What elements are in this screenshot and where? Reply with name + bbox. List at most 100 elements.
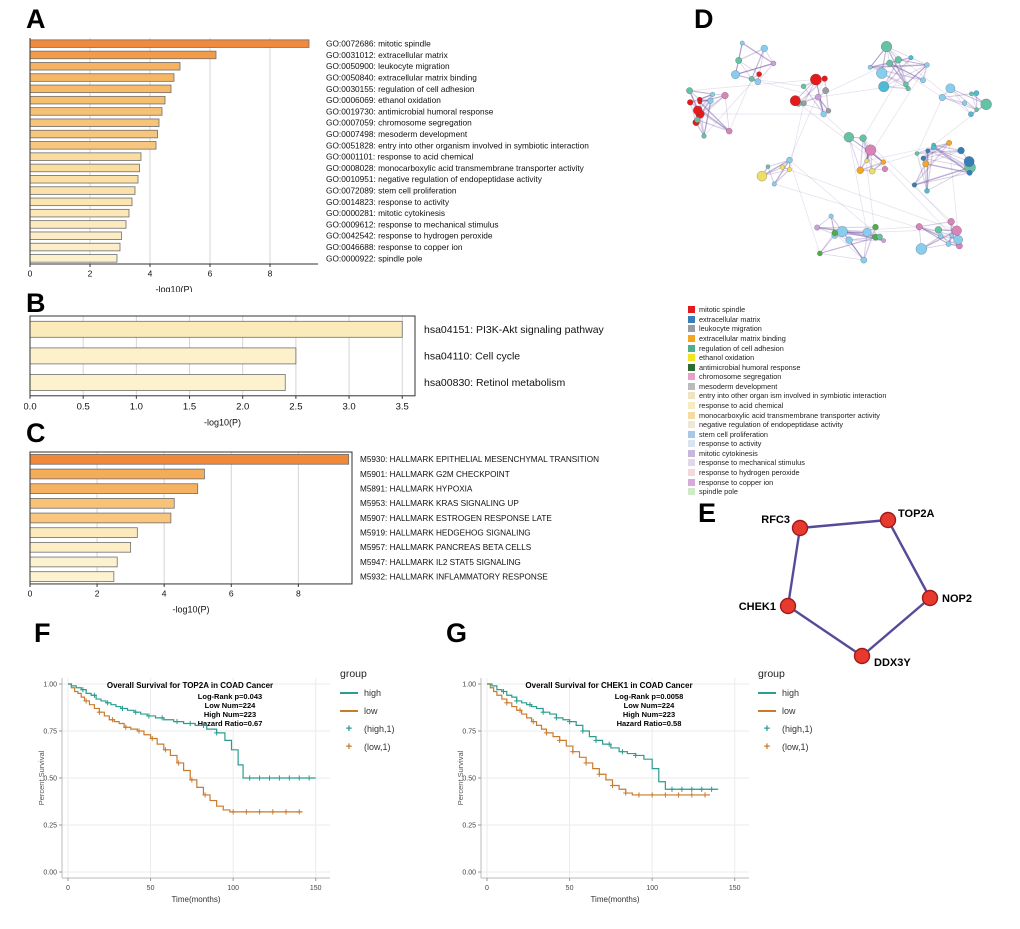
km-legend-chek1: group high low + (high,1) + (low,1) <box>758 668 813 752</box>
high-line-swatch <box>340 692 358 694</box>
bar <box>29 163 140 173</box>
svg-text:0.5: 0.5 <box>77 401 90 412</box>
km-legend-label: high <box>364 688 382 698</box>
bar <box>29 512 172 524</box>
bar <box>29 254 118 263</box>
svg-text:GO:0031012: extracellular matr: GO:0031012: extracellular matrix <box>326 50 449 60</box>
svg-text:M5901: HALLMARK G2M CHECKPOINT: M5901: HALLMARK G2M CHECKPOINT <box>360 470 510 479</box>
legend-item: extracellular matrix binding <box>688 334 886 343</box>
svg-text:GO:0042542: response to hydrog: GO:0042542: response to hydrogen peroxid… <box>326 231 493 241</box>
legend-color-swatch <box>688 334 695 342</box>
legend-label: response to acid chemical <box>699 400 784 410</box>
bar <box>29 107 163 116</box>
bar <box>29 220 127 229</box>
km-plot-chek1: 0.00 0.25 0.50 0.75 1.00 0 50 100 150 Time(months… <box>456 678 749 904</box>
svg-text:GO:0051828: entry into other o: GO:0051828: entry into other organism in… <box>326 140 589 150</box>
svg-text:GO:0014823: response to activi: GO:0014823: response to activity <box>326 197 450 207</box>
legend-item: stem cell proliferation <box>688 429 886 439</box>
legend-item: response to hydrogen peroxide <box>688 468 886 477</box>
legend-label: negative regulation of endopeptidase act… <box>699 420 844 430</box>
legend-item: regulation of cell adhesion <box>688 344 886 353</box>
legend-label: response to activity <box>699 439 762 449</box>
svg-text:GO:0006069: ethanol oxidation: GO:0006069: ethanol oxidation <box>326 95 441 105</box>
legend-label: spindle pole <box>699 487 738 497</box>
bar <box>29 175 139 184</box>
legend-item: entry into other organ ism involved in s… <box>688 391 886 400</box>
legend-item: extracellular matrix <box>688 314 886 324</box>
legend-color-swatch <box>688 392 695 400</box>
bar <box>29 468 205 480</box>
legend-color-swatch <box>688 382 695 390</box>
svg-text:GO:0072686: mitotic spindle: GO:0072686: mitotic spindle <box>326 39 431 49</box>
legend-label: extracellular matrix <box>699 314 761 324</box>
svg-text:150: 150 <box>310 885 322 892</box>
km-legend-item-high-censor: + (high,1) <box>340 723 395 734</box>
bar <box>29 556 118 568</box>
bar <box>29 483 199 494</box>
km-legend-label: (low,1) <box>782 742 809 752</box>
legend-item: response to acid chemical <box>688 400 886 410</box>
legend-label: response to mechanical stimulus <box>699 458 805 468</box>
bar <box>29 50 217 60</box>
legend-color-swatch <box>688 478 695 486</box>
svg-text:50: 50 <box>147 885 155 892</box>
svg-text:M5953: HALLMARK KRAS SIGNALING: M5953: HALLMARK KRAS SIGNALING UP <box>360 499 519 508</box>
low-censor-icon: + <box>345 740 353 753</box>
legend-color-swatch <box>688 449 695 457</box>
svg-text:Hazard Ratio=0.58: Hazard Ratio=0.58 <box>617 719 682 728</box>
bar <box>29 186 136 195</box>
svg-text:GO:0050900: leukocyte migratio: GO:0050900: leukocyte migration <box>326 61 450 71</box>
legend-label: stem cell proliferation <box>699 429 768 439</box>
legend-item: spindle pole <box>688 487 886 497</box>
km-legend-item-low: low <box>758 706 813 716</box>
svg-text:hsa04151: PI3K-Akt signaling p: hsa04151: PI3K-Akt signaling pathway <box>424 324 605 336</box>
legend-color-swatch <box>688 315 695 323</box>
km-legend-label: (high,1) <box>782 724 813 734</box>
svg-text:0.0: 0.0 <box>24 401 37 412</box>
svg-text:GO:0007059: chromosome segrega: GO:0007059: chromosome segregation <box>326 118 472 128</box>
bar <box>29 73 175 82</box>
svg-text:GO:0000281: mitotic cytokinesi: GO:0000281: mitotic cytokinesis <box>326 208 445 218</box>
legend-label: chromosome segregation <box>699 372 782 382</box>
legend-label: mitotic spindle <box>699 305 746 315</box>
svg-text:CHEK1: CHEK1 <box>739 601 776 613</box>
km-legend-item-low-censor: + (low,1) <box>340 740 395 753</box>
svg-text:M5907: HALLMARK ESTROGEN RESPO: M5907: HALLMARK ESTROGEN RESPONSE LATE <box>360 514 552 523</box>
svg-text:GO:0008028: monocarboxylic aci: GO:0008028: monocarboxylic acid transmem… <box>326 163 585 173</box>
legend-item: response to activity <box>688 439 886 449</box>
svg-text:0.75: 0.75 <box>462 729 476 736</box>
bar <box>29 95 166 105</box>
svg-text:GO:0001101: response to acid c: GO:0001101: response to acid chemical <box>326 152 474 162</box>
svg-text:0.25: 0.25 <box>43 823 57 830</box>
svg-text:3.0: 3.0 <box>342 401 355 412</box>
svg-text:2: 2 <box>95 588 100 598</box>
km-legend-item-high: high <box>340 688 395 698</box>
km-legend-item-low-censor: + (low,1) <box>758 741 813 752</box>
svg-text:RFC3: RFC3 <box>761 514 790 526</box>
svg-text:DDX3Y: DDX3Y <box>874 657 911 669</box>
legend-item: mesoderm development <box>688 382 886 391</box>
svg-text:GO:0046688: response to copper: GO:0046688: response to copper ion <box>326 242 463 252</box>
km-legend-title: group <box>340 668 367 680</box>
legend-color-swatch <box>688 325 695 333</box>
svg-text:0.75: 0.75 <box>43 729 57 736</box>
legend-color-swatch <box>688 411 695 419</box>
legend-color-swatch <box>688 440 695 448</box>
svg-text:0.50: 0.50 <box>462 776 476 783</box>
svg-text:Low Num=224: Low Num=224 <box>624 701 675 710</box>
high-censor-icon: + <box>763 722 771 735</box>
bar <box>29 152 142 161</box>
legend-label: monocarboxylic acid transmembrane transp… <box>699 410 880 420</box>
panel-label-g: G <box>446 618 468 648</box>
bar <box>29 197 133 207</box>
svg-text:M5919: HALLMARK HEDGEHOG SIGNA: M5919: HALLMARK HEDGEHOG SIGNALING <box>360 529 531 538</box>
bar <box>29 118 160 127</box>
bar <box>29 347 297 365</box>
panel-label-d: D <box>694 4 714 34</box>
km-legend-item-low: low <box>340 706 395 716</box>
legend-color-swatch <box>688 363 695 371</box>
svg-text:GO:0072089: stem cell prolifer: GO:0072089: stem cell proliferation <box>326 185 457 195</box>
svg-text:M5930: HALLMARK EPITHELIAL MES: M5930: HALLMARK EPITHELIAL MESENCHYMAL T… <box>360 455 599 464</box>
panel-label-e: E <box>698 498 717 528</box>
